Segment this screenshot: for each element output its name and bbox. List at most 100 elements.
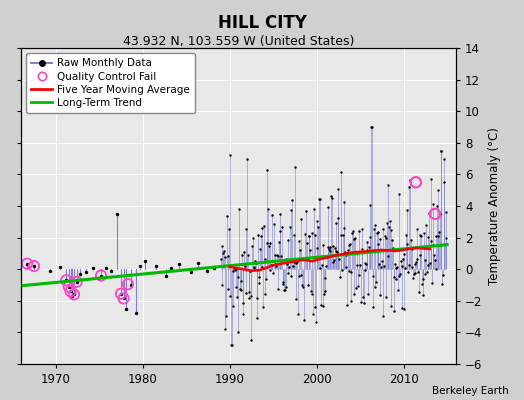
Point [255,274,263,280]
Point [287,273,296,279]
Point [203,268,211,274]
Point [433,202,441,209]
Point [429,201,438,208]
Point [257,233,265,240]
Point [253,314,261,321]
Point [425,260,434,266]
Text: Berkeley Earth: Berkeley Earth [432,386,508,396]
Point [359,294,367,300]
Point [378,225,387,232]
Point [89,264,97,271]
Point [399,306,408,312]
Point [30,263,38,269]
Point [314,224,322,230]
Point [225,152,234,159]
Point [119,295,128,302]
Point [404,269,412,275]
Point [361,259,369,266]
Point [424,234,432,241]
Point [412,258,420,265]
Point [423,261,432,268]
Point [368,124,376,130]
Point [315,196,323,203]
Point [388,237,396,243]
Point [238,252,246,258]
Point [397,258,405,265]
Point [283,270,292,276]
Point [141,258,149,264]
Point [431,266,440,272]
Point [420,230,428,236]
Point [277,253,286,259]
Point [436,211,444,217]
Point [117,290,125,297]
Point [421,256,430,263]
Point [64,283,73,290]
Point [376,292,384,298]
Point [386,218,394,224]
Point [436,148,445,154]
Point [396,271,404,277]
Point [319,242,328,248]
Point [301,231,309,238]
Point [126,282,135,288]
Point [324,204,333,210]
Point [341,249,349,256]
Point [270,252,279,258]
Point [345,242,354,248]
Point [427,176,435,182]
Point [418,292,427,299]
Point [293,258,301,265]
Point [310,304,319,310]
Point [210,265,219,272]
Point [339,232,347,238]
Point [249,234,257,241]
Point [405,262,413,268]
Point [276,227,285,234]
Point [318,303,326,309]
Point [310,206,318,213]
Point [298,282,307,288]
Point [235,206,243,212]
Point [242,290,250,296]
Point [283,261,291,268]
Point [151,263,160,269]
Point [316,265,324,271]
Point [342,252,350,258]
Point [327,192,335,199]
Point [259,222,268,229]
Point [220,248,228,255]
Point [416,232,424,238]
Point [325,248,334,254]
Point [285,264,293,270]
Point [370,226,378,232]
Point [281,286,289,293]
Point [300,256,309,262]
Point [311,232,320,238]
Title: 43.932 N, 103.559 W (United States): 43.932 N, 103.559 W (United States) [123,35,354,48]
Point [228,303,237,309]
Point [256,246,264,252]
Point [124,281,132,288]
Point [72,279,81,285]
Point [46,268,54,274]
Point [340,199,348,206]
Point [365,234,374,240]
Point [308,229,316,236]
Point [260,290,269,297]
Point [414,289,423,295]
Point [337,169,345,175]
Point [294,238,303,244]
Point [253,295,261,302]
Point [329,259,337,265]
Point [219,282,227,288]
Point [342,264,351,270]
Point [395,272,403,279]
Point [249,264,258,270]
Point [70,291,78,298]
Point [223,286,232,292]
Point [268,211,277,218]
Point [374,241,383,248]
Point [338,266,346,273]
Point [264,206,272,212]
